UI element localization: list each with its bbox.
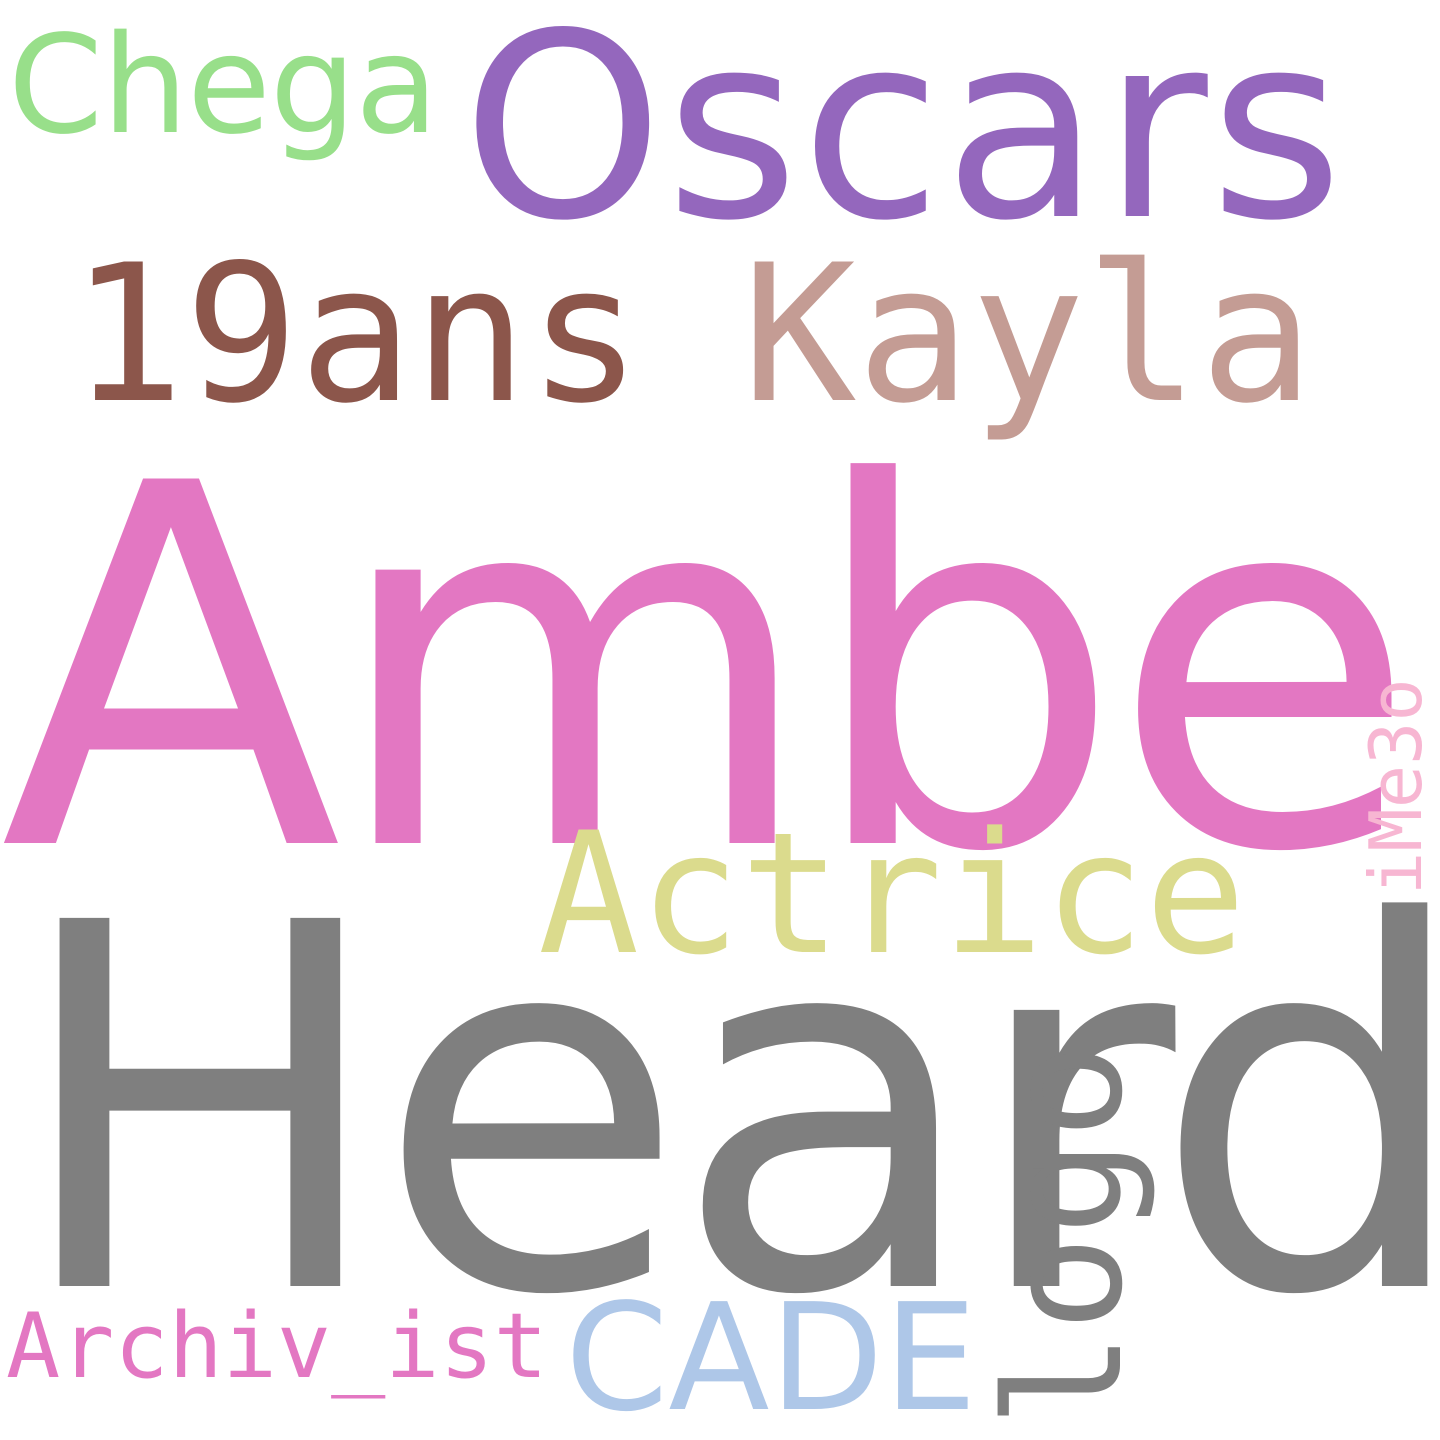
word-actrice: Actrice — [538, 796, 1247, 992]
word-kayla: Kayla — [742, 224, 1314, 445]
word-cade: CADE — [565, 1272, 978, 1440]
word-chega: Chega — [8, 7, 438, 165]
word-oscars: Oscars — [462, 0, 1346, 277]
word-archiv-ist: Archiv_ist — [6, 1294, 548, 1399]
word-logo: logo — [971, 1042, 1158, 1428]
word-heard: Heard — [10, 818, 1440, 1406]
word-19ans: 19ans — [70, 224, 642, 445]
word-amber: Amber — [0, 379, 1440, 961]
